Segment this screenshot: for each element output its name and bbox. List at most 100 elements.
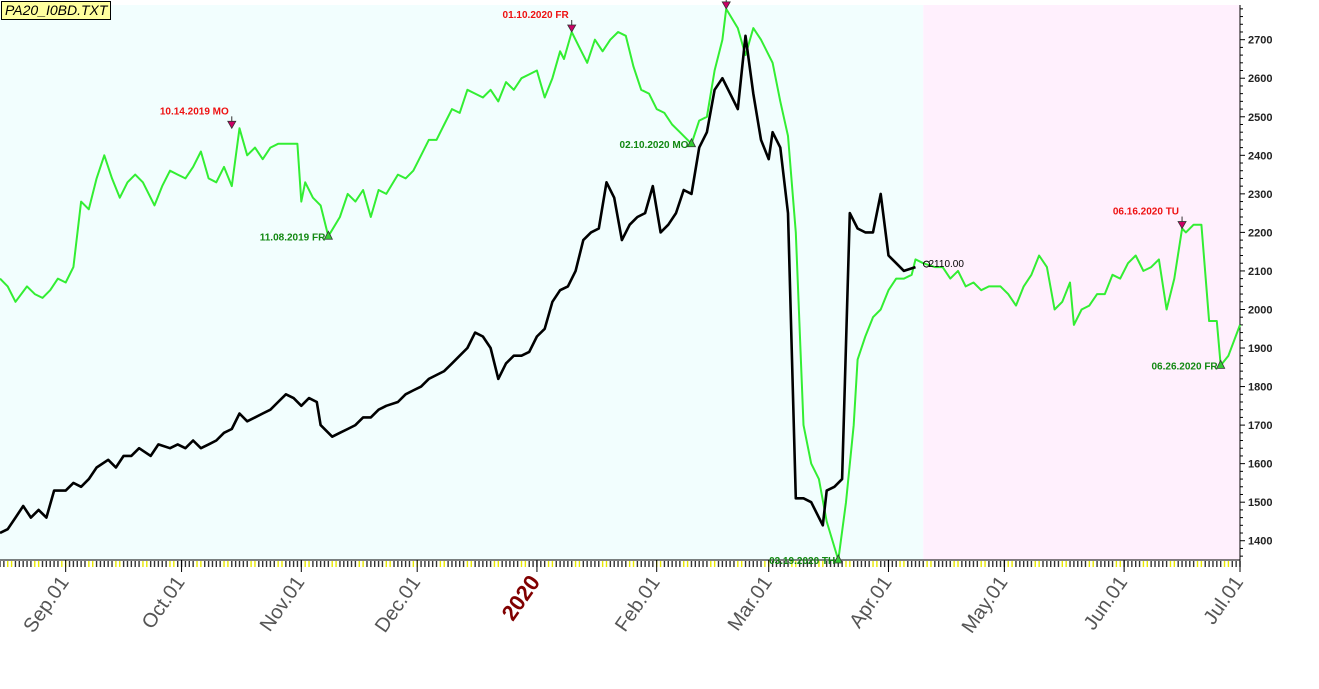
x-day-tick: [173, 561, 175, 567]
y-tick-label: 1800: [1248, 382, 1272, 394]
x-day-tick: [404, 561, 407, 567]
x-day-tick: [292, 561, 295, 567]
x-day-tick: [1235, 561, 1237, 567]
x-day-tick: [3, 561, 5, 567]
x-day-tick: [1011, 561, 1013, 567]
x-day-tick: [787, 561, 789, 567]
x-day-tick: [636, 561, 639, 567]
x-day-tick: [1053, 561, 1056, 567]
x-day-tick: [312, 561, 314, 567]
x-day-tick: [613, 561, 615, 567]
x-day-tick: [358, 561, 360, 567]
x-day-tick: [1065, 561, 1067, 567]
last-value-marker: [923, 260, 931, 268]
x-day-tick: [346, 561, 349, 567]
x-day-tick: [72, 561, 75, 567]
x-day-tick: [0, 561, 1, 567]
x-day-tick: [1138, 561, 1141, 567]
x-day-tick: [1119, 561, 1121, 567]
x-day-tick: [760, 561, 762, 567]
x-day-tick: [370, 561, 372, 567]
x-day-tick: [1100, 561, 1102, 567]
x-day-tick: [385, 561, 387, 567]
x-day-tick: [679, 561, 681, 567]
x-day-tick: [227, 561, 229, 567]
x-day-tick: [1162, 561, 1164, 567]
x-day-tick: [451, 561, 453, 567]
series-line-black: [0, 34, 916, 535]
x-day-tick: [783, 561, 785, 567]
x-day-tick: [1088, 561, 1091, 567]
x-day-tick: [68, 561, 71, 567]
x-day-tick: [265, 561, 268, 567]
x-day-tick: [34, 561, 36, 567]
x-day-tick: [319, 561, 322, 567]
x-day-tick: [146, 561, 148, 567]
x-day-tick: [1158, 561, 1160, 567]
x-day-tick: [1096, 561, 1098, 567]
x-day-tick: [690, 561, 693, 567]
x-day-tick: [926, 561, 928, 567]
x-day-tick: [439, 561, 442, 567]
x-day-tick: [316, 561, 318, 567]
x-day-tick: [261, 561, 264, 567]
x-day-tick: [961, 561, 963, 567]
x-day-tick: [729, 561, 731, 567]
x-day-tick: [791, 561, 793, 567]
x-day-tick: [625, 561, 627, 567]
x-day-tick: [474, 561, 476, 567]
x-day-tick: [752, 561, 754, 567]
x-day-tick: [829, 561, 832, 567]
x-day-tick: [130, 561, 133, 567]
x-day-tick: [223, 561, 225, 567]
x-day-tick: [115, 561, 117, 567]
y-tick-label: 1400: [1248, 536, 1272, 548]
x-day-tick: [455, 561, 457, 567]
trough-marker: [833, 554, 843, 564]
x-day-tick: [1061, 561, 1064, 567]
x-day-tick: [513, 561, 515, 567]
x-day-tick: [516, 561, 519, 567]
x-day-tick: [999, 561, 1002, 567]
x-day-tick: [883, 561, 886, 567]
x-day-tick: [1142, 561, 1145, 567]
x-day-tick: [702, 561, 704, 567]
x-day-tick: [822, 561, 824, 567]
x-day-tick: [856, 561, 859, 567]
x-day-tick: [667, 561, 669, 567]
x-day-tick: [26, 561, 28, 567]
x-day-tick: [551, 561, 554, 567]
x-day-tick: [327, 561, 330, 567]
x-day-tick: [582, 561, 585, 567]
x-day-tick: [428, 561, 430, 567]
x-day-tick: [1111, 561, 1114, 567]
x-day-tick: [988, 561, 990, 567]
x-day-tick: [837, 561, 839, 567]
x-day-tick: [389, 561, 391, 567]
x-day-tick: [1200, 561, 1203, 567]
y-tick-label: 1700: [1248, 420, 1272, 432]
x-day-tick: [277, 561, 279, 567]
x-day-tick: [922, 561, 924, 567]
x-day-tick: [1227, 561, 1230, 567]
x-day-tick: [934, 561, 936, 567]
x-day-tick: [242, 561, 245, 567]
x-day-tick: [713, 561, 716, 567]
x-tick-label: Oct.01: [138, 572, 190, 633]
x-year-label: 2020: [496, 571, 545, 625]
y-tick-label: 2400: [1248, 150, 1272, 162]
x-day-tick: [895, 561, 897, 567]
x-day-tick: [196, 561, 198, 567]
x-day-tick: [331, 561, 333, 567]
chart-title: PA20_I0BD.TXT: [1, 1, 112, 20]
x-day-tick: [814, 561, 816, 567]
x-day-tick: [1185, 561, 1187, 567]
y-tick-label: 1500: [1248, 497, 1272, 509]
x-day-tick: [1219, 561, 1222, 567]
x-day-tick: [176, 561, 179, 567]
x-day-tick: [532, 561, 534, 567]
x-day-tick: [744, 561, 747, 567]
x-day-tick: [868, 561, 870, 567]
x-day-tick: [598, 561, 600, 567]
